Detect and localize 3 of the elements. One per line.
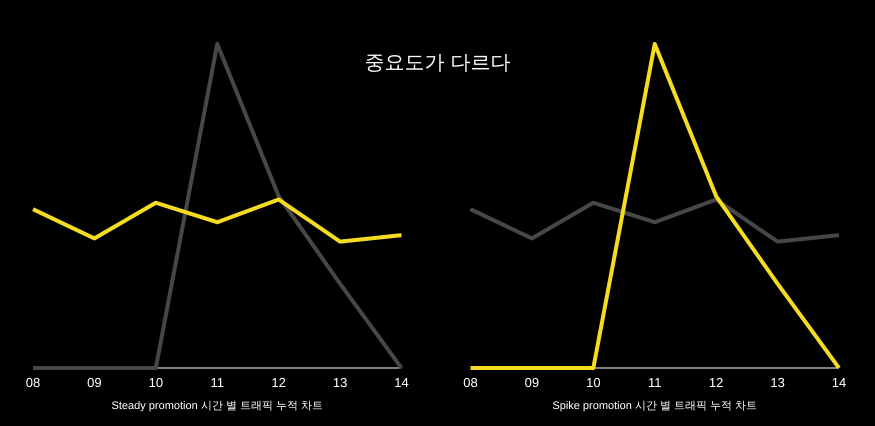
xlabel: Spike promotion 시간 별 트래픽 누적 차트 [552, 400, 758, 412]
title: 중요도가 다르다 [364, 52, 510, 74]
xlabel: Steady promotion 시간 별 트래픽 누적 차트 [112, 400, 323, 412]
